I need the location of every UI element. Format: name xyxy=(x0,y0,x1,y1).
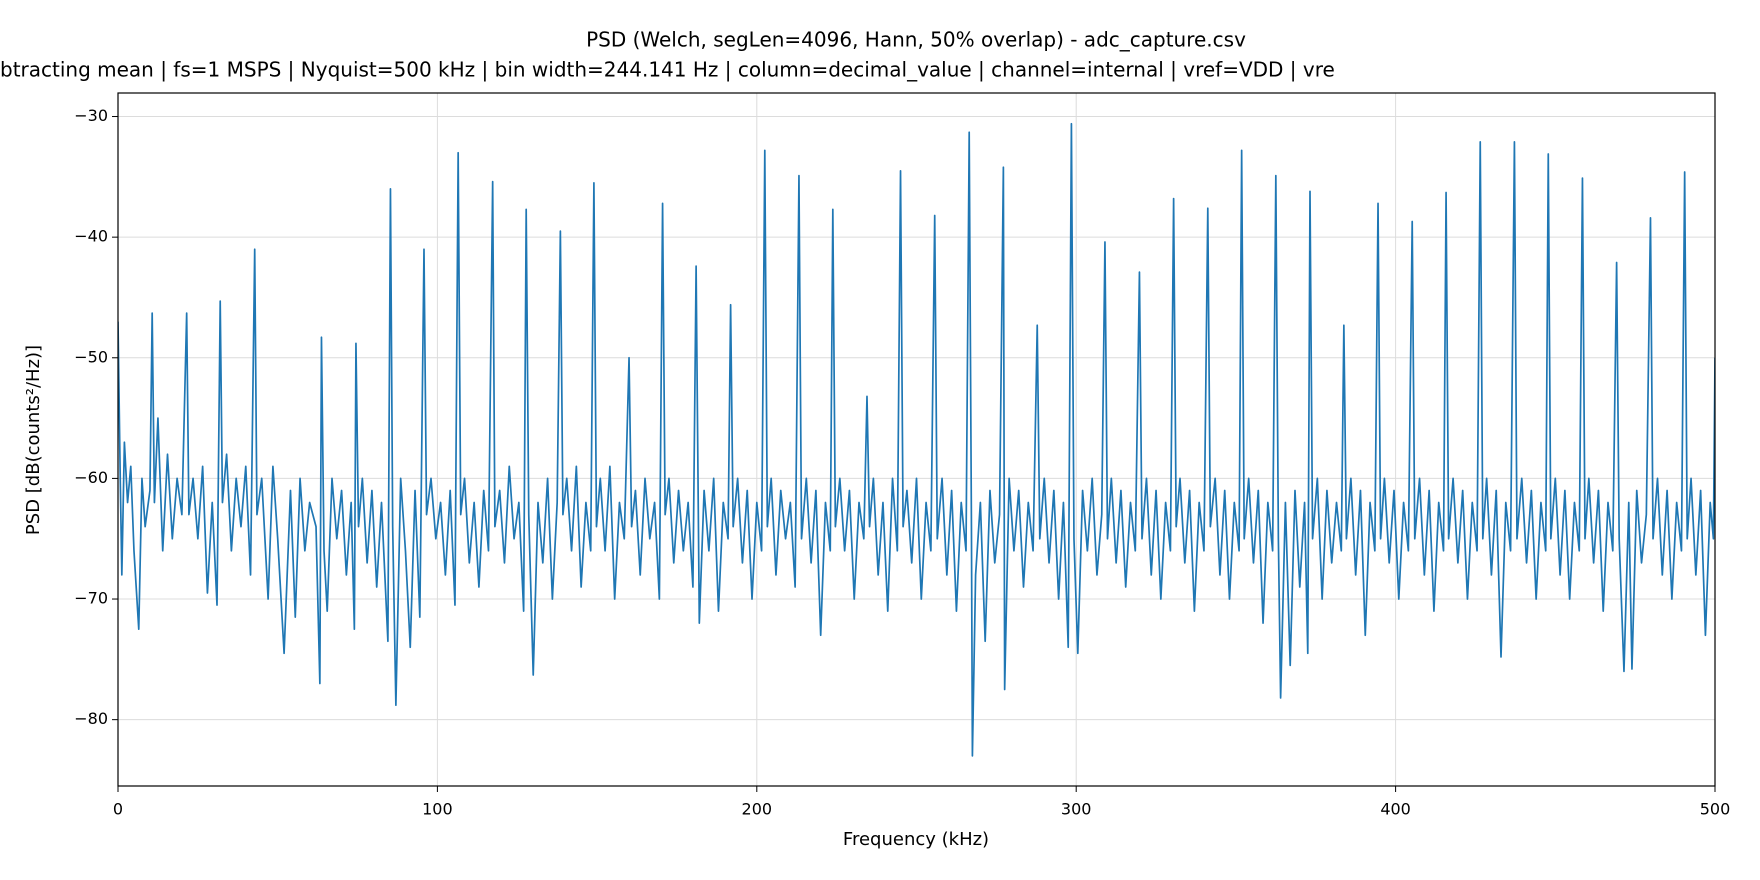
x-tick-label: 0 xyxy=(113,800,123,819)
y-tick-label: −80 xyxy=(74,709,108,728)
y-tick-label: −40 xyxy=(74,227,108,246)
chart-subtitle: btracting mean | fs=1 MSPS | Nyquist=500… xyxy=(0,58,1335,82)
y-tick-label: −70 xyxy=(74,589,108,608)
psd-line xyxy=(118,122,1715,757)
plot-area xyxy=(118,122,1715,757)
y-axis-label: PSD [dB(counts²/Hz)] xyxy=(23,345,44,535)
y-tick-label: −60 xyxy=(74,468,108,487)
x-tick-label: 200 xyxy=(742,800,773,819)
x-axis-label: Frequency (kHz) xyxy=(843,829,989,850)
x-tick-label: 400 xyxy=(1380,800,1411,819)
axes-frame xyxy=(117,92,1716,787)
x-tick-label: 500 xyxy=(1700,800,1731,819)
chart-title: PSD (Welch, segLen=4096, Hann, 50% overl… xyxy=(586,28,1246,52)
x-tick-label: 300 xyxy=(1061,800,1092,819)
y-tick-label: −50 xyxy=(74,347,108,366)
y-tick-label: −30 xyxy=(74,106,108,125)
x-tick-label: 100 xyxy=(422,800,453,819)
ticks: 0 100 200 300 400 500 −80 −70 −60 −50 −40 −30 xyxy=(74,106,1730,818)
